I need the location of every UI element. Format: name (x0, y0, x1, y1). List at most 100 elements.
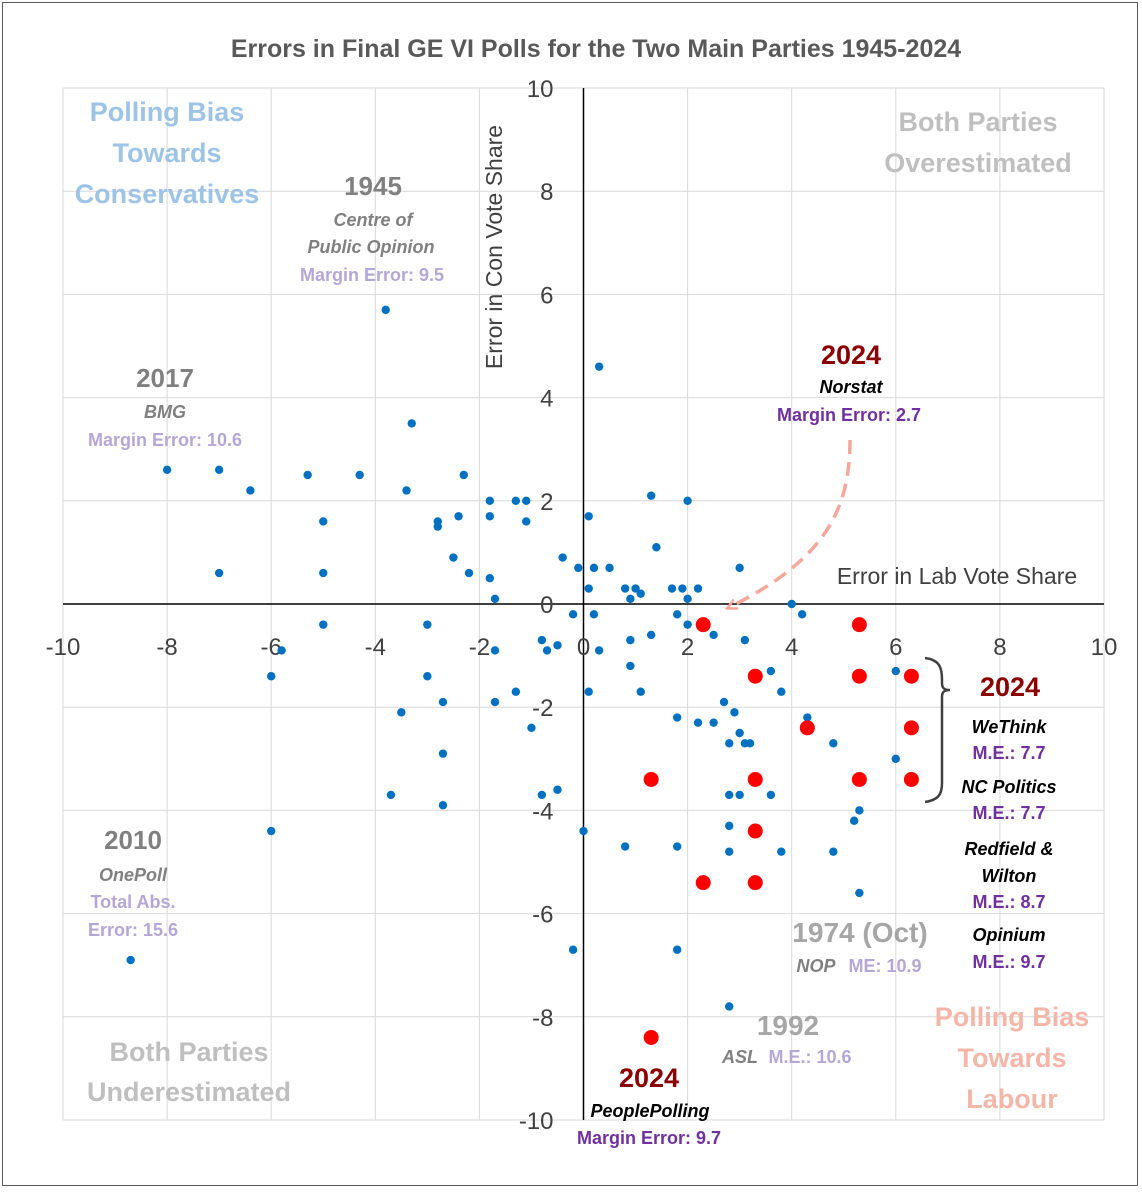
x-tick-label-0: -10 (46, 634, 81, 661)
point-historic-42 (735, 563, 744, 573)
point-2024-6 (903, 720, 919, 736)
point-historic-0 (381, 305, 390, 315)
x-tick-label-9: 8 (993, 634, 1006, 661)
point-historic-1 (594, 362, 604, 371)
point-2024-8 (747, 771, 763, 787)
annotation-1945-year: 1945 (344, 171, 402, 201)
annotation-1945-error: Margin Error: 9.5 (300, 265, 444, 285)
point-historic-51 (568, 610, 578, 619)
annotation-1992: 1992 ASL M.E.: 10.6 (721, 1010, 852, 1067)
point-historic-71 (438, 749, 448, 758)
point-historic-102 (891, 754, 900, 763)
point-historic-72 (386, 790, 396, 800)
annotation-peoplepolling-pollster: PeoplePolling (590, 1101, 709, 1121)
point-historic-76 (579, 826, 588, 836)
point-historic-29 (574, 563, 583, 573)
annotation-2024-peoplepolling: 2024 PeoplePolling Margin Error: 9.7 (577, 1063, 721, 1148)
x-tick-label-4: -2 (469, 634, 490, 661)
annotation-opinium-name: Opinium (973, 925, 1046, 945)
annotation-2017: 2017 BMG Margin Error: 10.6 (88, 363, 242, 450)
y-axis-label: Error in Con Vote Share (481, 125, 507, 369)
point-historic-99 (849, 816, 859, 825)
data-points (126, 305, 919, 1045)
annotation-redfield-name-line2: Wilton (982, 866, 1037, 886)
point-historic-68 (438, 697, 448, 707)
point-2024-7 (643, 771, 659, 787)
x-axis-label: Error in Lab Vote Share (837, 563, 1077, 589)
point-2024-11 (747, 823, 763, 839)
point-historic-22 (214, 568, 224, 578)
point-historic-77 (620, 842, 630, 851)
point-historic-61 (626, 661, 635, 671)
point-historic-98 (829, 847, 838, 856)
point-historic-23 (319, 568, 328, 578)
point-historic-105 (568, 945, 578, 954)
quadrant-top-left-line1: Polling Bias (90, 97, 245, 127)
annotation-2017-pollster: BMG (144, 402, 186, 422)
annotation-2010-error-line1: Total Abs. (91, 892, 176, 912)
point-historic-59 (740, 635, 750, 645)
annotation-1945-pollster-line2: Public Opinion (308, 237, 435, 257)
point-historic-69 (490, 697, 500, 707)
annotation-1974-pollster: NOP (796, 956, 836, 976)
group-brace (924, 656, 951, 804)
point-historic-36 (626, 594, 635, 604)
point-historic-74 (537, 790, 547, 800)
point-historic-35 (636, 589, 645, 598)
point-historic-90 (803, 713, 812, 722)
point-historic-75 (553, 785, 562, 794)
point-historic-34 (631, 584, 640, 593)
point-historic-62 (636, 687, 645, 696)
point-historic-28 (558, 553, 567, 562)
point-2024-4 (903, 668, 919, 684)
point-historic-53 (594, 646, 604, 655)
annotation-1992-pollster: ASL (721, 1047, 758, 1067)
annotation-1974: 1974 (Oct) NOP ME: 10.9 (792, 917, 927, 976)
point-2024-1 (851, 617, 867, 633)
point-historic-85 (735, 728, 744, 738)
point-historic-52 (589, 610, 599, 619)
quadrant-label-top-left: Polling Bias Towards Conservatives (75, 97, 260, 209)
x-tick-label-7: 4 (785, 634, 798, 661)
point-historic-2 (407, 419, 416, 428)
point-historic-24 (449, 553, 458, 562)
point-historic-93 (725, 790, 734, 800)
annotation-redfield-error: M.E.: 8.7 (972, 892, 1045, 912)
point-historic-38 (667, 584, 677, 593)
quadrant-bottom-right-line3: Labour (966, 1084, 1058, 1114)
annotation-norstat-pollster: Norstat (819, 377, 883, 397)
point-historic-94 (766, 790, 776, 800)
point-historic-21 (584, 512, 593, 521)
tick-labels: -10 -8 -6 -4 -2 0 2 4 6 8 10 -10 -8 -6 -4 -2 0 2 4 6 8 10 (46, 76, 1118, 1135)
y-tick-label-10: 10 (527, 76, 554, 103)
chart-title: Errors in Final GE VI Polls for the Two … (231, 35, 961, 63)
point-historic-15 (485, 512, 495, 521)
point-historic-83 (730, 708, 739, 717)
quadrant-bottom-right-line2: Towards (957, 1043, 1066, 1073)
point-historic-87 (740, 739, 750, 748)
point-historic-12 (433, 522, 442, 531)
point-historic-10 (319, 517, 328, 526)
norstat-arrow (728, 439, 852, 608)
point-historic-66 (397, 708, 406, 717)
quadrant-top-right-line2: Overestimated (884, 148, 1072, 178)
point-historic-48 (490, 646, 500, 655)
annotation-1974-error: ME: 10.9 (848, 956, 921, 976)
point-historic-96 (725, 847, 734, 856)
point-historic-108 (126, 955, 135, 965)
point-historic-100 (855, 806, 864, 815)
point-historic-27 (490, 594, 500, 604)
point-historic-104 (267, 826, 276, 836)
point-historic-41 (683, 594, 692, 604)
annotation-2010-year: 2010 (104, 825, 162, 855)
point-historic-30 (589, 563, 599, 573)
point-historic-13 (454, 512, 463, 521)
point-historic-60 (797, 610, 807, 619)
annotation-2017-error: Margin Error: 10.6 (88, 430, 242, 450)
annotation-opinium-error: M.E.: 9.7 (972, 952, 1045, 972)
point-historic-54 (626, 635, 635, 645)
annotation-ncpolitics-error: M.E.: 7.7 (972, 803, 1045, 823)
annotation-2010: 2010 OnePoll Total Abs. Error: 15.6 (88, 825, 178, 940)
point-2024-0 (695, 617, 711, 633)
